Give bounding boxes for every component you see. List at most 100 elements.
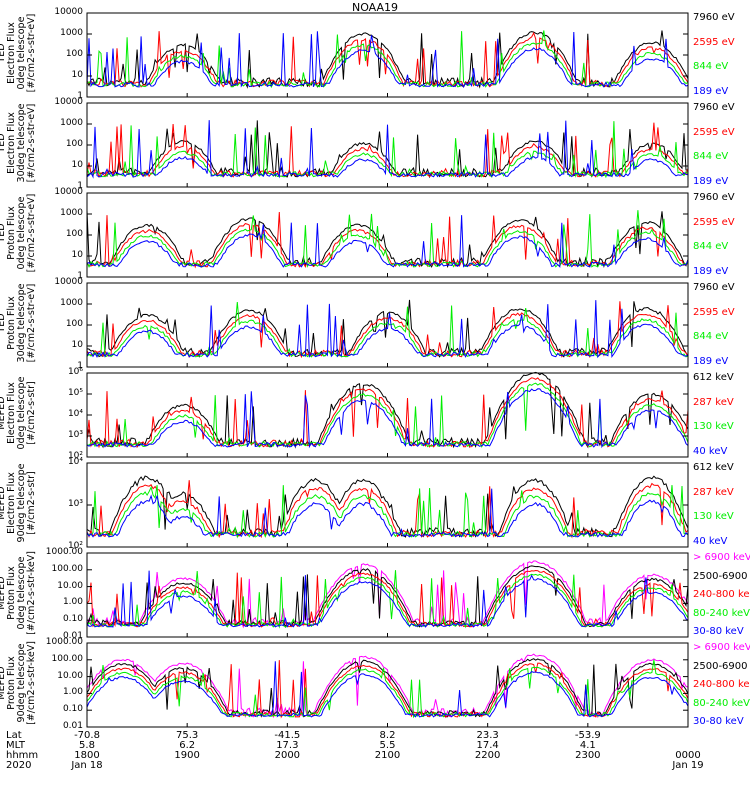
legend-entry: 2500-6900 xyxy=(693,570,748,582)
footer-value: Jan 19 xyxy=(672,760,704,771)
panel-1 xyxy=(86,12,689,98)
y-tick-label: 10³ xyxy=(67,430,83,440)
y-tick-label: 10.00 xyxy=(57,580,83,591)
y-tick-label: 1 xyxy=(77,91,83,101)
footer-value: 2000 xyxy=(274,750,301,761)
y-tick-label: 0.10 xyxy=(62,704,83,715)
y-tick-label: 10² xyxy=(67,541,83,551)
series-line-80-240-kev xyxy=(86,570,689,629)
panel-3 xyxy=(86,192,689,278)
series-line-2595-ev xyxy=(86,211,689,269)
legend-entry: 612 keV xyxy=(693,462,734,473)
legend-entry: 7960 eV xyxy=(693,102,735,113)
series-line-240-800-ke xyxy=(86,660,689,719)
y-tick-label: 1 xyxy=(77,181,83,191)
footer-value: 1900 xyxy=(174,750,200,761)
panel-frame xyxy=(86,462,689,548)
y-axis-label-line: [#/cm2-s-str-keV] xyxy=(26,641,37,725)
y-tick-label: 10000 xyxy=(54,97,83,107)
footer-value: 23.3 xyxy=(476,730,499,741)
y-tick-label: 10000 xyxy=(54,7,83,17)
y-tick-label: 1.00 xyxy=(62,597,83,608)
legend-entry: 189 eV xyxy=(693,356,729,367)
legend-entry: 7960 eV xyxy=(693,192,735,203)
series-line-287-kev xyxy=(86,377,689,449)
footer-value: 17.3 xyxy=(276,740,299,751)
series-line-287-kev xyxy=(86,480,689,539)
y-tick-label: 10000 xyxy=(54,277,83,287)
series-line-2595-ev xyxy=(86,31,689,89)
series-line-189-ev xyxy=(86,31,689,88)
footer-value: 2300 xyxy=(575,750,601,761)
legend-entry: 2595 eV xyxy=(693,126,735,138)
legend-entry: 287 keV xyxy=(693,396,734,408)
legend-entry: 2595 eV xyxy=(693,306,735,318)
series-line-189-ev xyxy=(86,120,689,179)
legend-entry: 2500-6900 xyxy=(693,660,748,672)
legend-entry: 189 eV xyxy=(693,176,729,187)
legend-entry: 240-800 ke xyxy=(693,589,750,600)
legend-entry: 287 keV xyxy=(693,486,734,498)
y-tick-label: 100.00 xyxy=(51,653,84,664)
series-line-80-240-kev xyxy=(86,659,689,719)
y-tick-label: 1 xyxy=(77,271,83,281)
series-line-7960-ev xyxy=(86,210,689,269)
y-tick-label: 1000.00 xyxy=(45,637,83,647)
footer-value: 1800 xyxy=(74,750,100,761)
y-tick-label: 100 xyxy=(65,319,83,329)
legend-entry: 130 keV xyxy=(693,421,734,433)
series-line-189-ev xyxy=(86,215,689,268)
series-line-40-kev xyxy=(86,388,689,449)
legend-entry: 7960 eV xyxy=(693,12,735,23)
y-axis-label: MEPED Proton Flux 0deg telescope [#/cm2-s-s… xyxy=(0,548,37,638)
legend-entry: > 6900 keV xyxy=(693,642,750,653)
y-tick-label: 10³ xyxy=(67,499,83,509)
legend-entry: 189 eV xyxy=(693,266,729,277)
series-line-40-kev xyxy=(86,488,689,538)
legend-entry: 844 eV xyxy=(693,151,729,163)
panel-6 xyxy=(86,462,689,548)
legend-entry: 2595 eV xyxy=(693,36,735,48)
series-line-30-80-kev xyxy=(86,570,689,628)
legend-entry: 30-80 keV xyxy=(693,626,744,637)
legend-entry: 612 keV xyxy=(693,372,734,383)
footer-value: 5.5 xyxy=(379,740,396,751)
footer-row-label: MLT xyxy=(6,740,25,751)
y-axis-label: MEPED Proton Flux 90deg telescope [#/cm2-s-… xyxy=(0,638,37,728)
y-tick-label: 10 xyxy=(71,250,83,260)
legend-entry: 844 eV xyxy=(693,61,729,73)
series-line-30-80-kev xyxy=(86,661,689,718)
footer-value: 17.4 xyxy=(476,740,499,751)
footer-value: 2100 xyxy=(374,750,401,761)
y-axis-label: TED Proton Flux 30deg telescope [#/cm2-s-st… xyxy=(0,278,37,368)
y-tick-label: 1000 xyxy=(60,118,83,128)
y-tick-label: 0.01 xyxy=(62,721,83,731)
footer-row-label: hhmm xyxy=(6,750,39,761)
y-tick-label: 100 xyxy=(65,139,83,149)
y-axis-label: MEPED Electron Flux 90deg telescope [#/cm2-… xyxy=(0,458,37,548)
footer-value: Jan 18 xyxy=(71,760,103,771)
y-tick-label: 1.00 xyxy=(62,687,83,698)
y-axis-label-line: [#/cm2-s-str-keV] xyxy=(26,551,37,635)
y-axis-label-line: [#/cm2-s-str-eV] xyxy=(26,103,37,183)
y-tick-label: 0.01 xyxy=(62,631,83,641)
y-tick-label: 1000 xyxy=(60,28,83,38)
series-line-7960-ev xyxy=(86,30,689,89)
series-line-189-ev xyxy=(86,300,689,359)
y-axis-label: MEPED Electron Flux 0deg telescope [#/cm2-s… xyxy=(0,368,37,458)
legend-entry: 80-240 keV xyxy=(693,607,750,619)
y-tick-label: 10⁴ xyxy=(67,457,83,467)
y-axis-label-line: [#/cm2-s-str-eV] xyxy=(26,193,37,273)
y-tick-label: 10⁶ xyxy=(67,367,83,377)
panel-7 xyxy=(86,552,689,638)
series-line-240-800-ke xyxy=(86,569,689,628)
footer-value: -53.9 xyxy=(574,730,601,741)
legend-entry: > 6900 keV xyxy=(693,552,750,563)
y-tick-label: 0.10 xyxy=(62,614,83,625)
footer-value: -70.8 xyxy=(74,730,100,741)
legend-entry: 844 eV xyxy=(693,241,729,253)
panel-8 xyxy=(86,642,689,728)
footer-value: 5.8 xyxy=(79,740,95,751)
